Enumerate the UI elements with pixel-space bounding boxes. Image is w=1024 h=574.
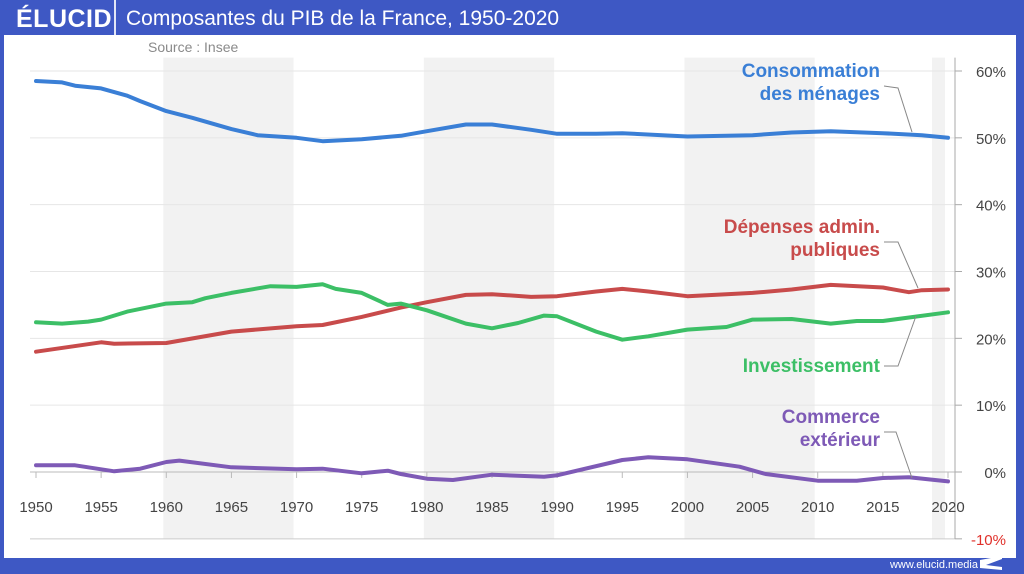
footer-url[interactable]: www.elucid.media <box>889 559 978 571</box>
label-leader-line <box>884 315 917 367</box>
series-line-4 <box>34 455 950 484</box>
series-label: Consommation <box>742 61 880 82</box>
header-bar: ÉLUCID Composantes du PIB de la France, … <box>0 0 1024 38</box>
x-tick-label: 2005 <box>736 499 769 516</box>
y-tick-label: 0% <box>984 465 1006 482</box>
y-tick-label: 30% <box>976 265 1006 282</box>
x-tick-label: 1995 <box>606 499 639 516</box>
shaded-period <box>931 57 945 539</box>
y-tick-label: 60% <box>976 64 1006 81</box>
x-tick-label: 1985 <box>475 499 508 516</box>
label-leader-line <box>883 85 913 133</box>
shaded-period <box>684 57 815 539</box>
series-line-2 <box>34 282 950 354</box>
elucid-logo: ÉLUCID <box>16 5 113 33</box>
series-label: Dépenses admin. <box>724 217 880 238</box>
x-tick-label: 1965 <box>215 499 248 516</box>
series-label: extérieur <box>800 430 881 451</box>
x-tick-label: 2015 <box>866 499 899 516</box>
series-line-3 <box>34 282 950 342</box>
x-tick-label: 2020 <box>931 499 964 516</box>
x-tick-label: 1960 <box>150 499 183 516</box>
y-tick-label: 20% <box>976 331 1006 348</box>
label-leader-line <box>884 431 913 479</box>
series-line-1 <box>34 79 950 144</box>
y-tick-label: 50% <box>976 131 1006 148</box>
x-tick-label: 2000 <box>671 499 704 516</box>
series-label: publiques <box>790 240 880 261</box>
x-tick-label: 1970 <box>280 499 313 516</box>
x-tick-label: 2010 <box>801 499 834 516</box>
source-note: Source : Insee <box>148 39 239 55</box>
series-label: Investissement <box>743 356 881 377</box>
x-tick-label: 1980 <box>410 499 443 516</box>
y-tick-label: 10% <box>976 398 1006 415</box>
y-tick-label: 40% <box>976 198 1006 215</box>
series-label: Commerce <box>782 407 880 428</box>
y-tick-label: -10% <box>971 532 1006 549</box>
chart-title: Composantes du PIB de la France, 1950-20… <box>126 7 560 30</box>
x-tick-label: 1975 <box>345 499 378 516</box>
x-tick-label: 1950 <box>19 499 52 516</box>
x-tick-label: 1955 <box>84 499 117 516</box>
series-label: des ménages <box>760 84 880 105</box>
elucid-flag-icon <box>980 556 1002 570</box>
x-tick-label: 1990 <box>540 499 573 516</box>
header-divider <box>114 0 116 58</box>
label-leader-line <box>884 241 919 289</box>
